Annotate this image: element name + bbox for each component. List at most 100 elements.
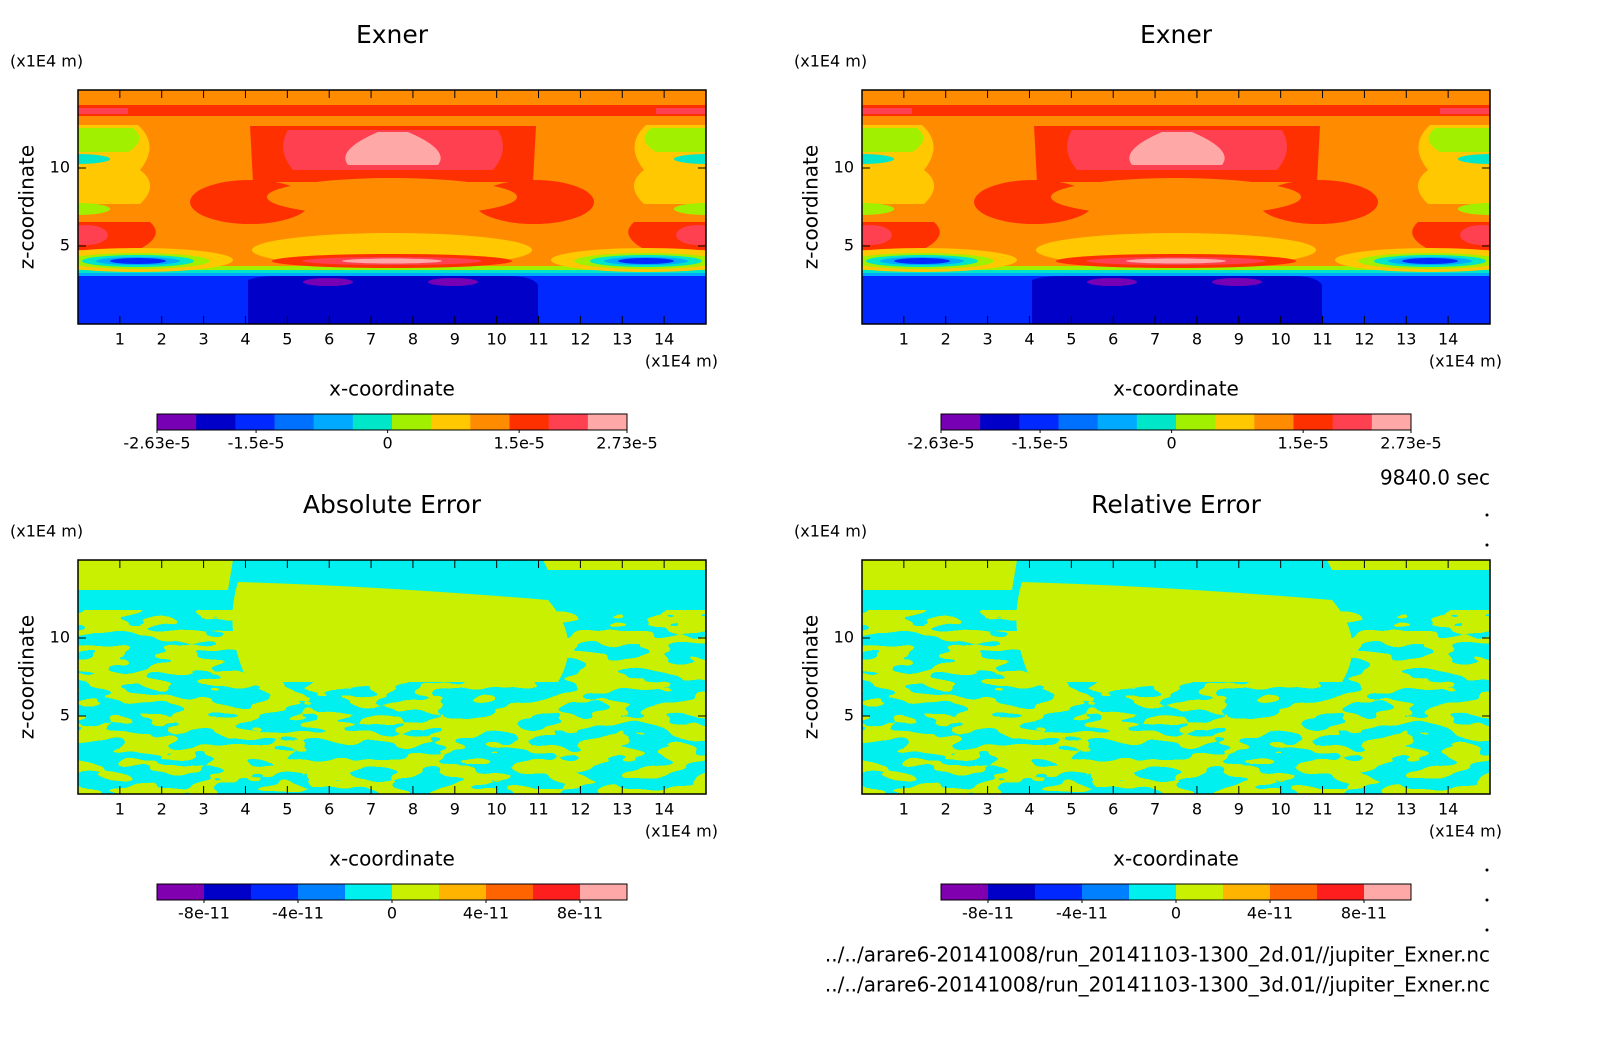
x-tick-label: 4 xyxy=(240,330,250,349)
chart-title: Exner xyxy=(1140,20,1213,49)
x-tick-label: 2 xyxy=(157,330,167,349)
x-tick-label: 8 xyxy=(408,330,418,349)
colorbar-swatch xyxy=(1364,884,1412,900)
panel: Relative Error(x1E4 m)1 2 3 4 5 6 7 8 9 10 11 12 13 1… xyxy=(794,490,1502,923)
colorbar-frame xyxy=(940,413,1412,431)
x-tick-label: 1 xyxy=(899,800,909,819)
x-tick-label: 9 xyxy=(450,800,460,819)
y-tick-label: 5 xyxy=(60,236,70,255)
colorbar-swatch xyxy=(157,414,197,430)
colorbar-swatch xyxy=(1129,884,1177,900)
x-tick-label: 7 xyxy=(1150,330,1160,349)
y-axis-label: z-coordinate xyxy=(799,615,823,739)
dot xyxy=(1485,868,1489,872)
colorbar-swatch xyxy=(1371,414,1412,430)
colorbar-swatch xyxy=(392,884,440,900)
x-unit: (x1E4 m) xyxy=(1429,352,1502,371)
x-tick-label: 8 xyxy=(1192,800,1202,819)
x-tick-label: 14 xyxy=(1438,330,1458,349)
colorbar-tick-label: 4e-11 xyxy=(1247,904,1293,923)
chart-title: Relative Error xyxy=(1091,490,1261,519)
x-tick-label: 11 xyxy=(528,330,548,349)
colorbar-swatch xyxy=(941,884,989,900)
colorbar-tick-label: 0 xyxy=(383,434,393,453)
x-tick-label: 7 xyxy=(366,800,376,819)
y-tick-label: 5 xyxy=(844,706,854,725)
panel: Absolute Error(x1E4 m)1 2 3 4 5 6 7 8 9 10 11 12 13 1… xyxy=(10,490,718,923)
colorbar-tick-label: -2.63e-5 xyxy=(907,434,974,453)
colorbar-swatch xyxy=(587,414,628,430)
x-tick-label: 1 xyxy=(899,330,909,349)
y-tick-label: 5 xyxy=(60,706,70,725)
x-tick-label: 14 xyxy=(1438,800,1458,819)
colorbar-tick-label: 1.5e-5 xyxy=(494,434,545,453)
file-path: ../../arare6-20141008/run_20141103-1300_… xyxy=(825,973,1490,997)
y-axis-label: z-coordinate xyxy=(15,615,39,739)
colorbar-tick-label: 4e-11 xyxy=(463,904,509,923)
y-tick-label: 10 xyxy=(50,158,70,177)
time-label: 9840.0 sec xyxy=(1380,466,1490,490)
y-tick-label: 10 xyxy=(834,158,854,177)
colorbar-tick-label: -2.63e-5 xyxy=(123,434,190,453)
colorbar-swatch xyxy=(1215,414,1255,430)
x-tick-label: 5 xyxy=(1066,800,1076,819)
colorbar-swatch xyxy=(157,884,205,900)
x-unit: (x1E4 m) xyxy=(645,822,718,841)
x-tick-label: 13 xyxy=(612,800,632,819)
colorbar-swatch xyxy=(980,414,1020,430)
x-tick-label: 10 xyxy=(1270,800,1290,819)
file-path: ../../arare6-20141008/run_20141103-1300_… xyxy=(825,943,1490,967)
colorbar-tick-label: 0 xyxy=(1171,904,1181,923)
colorbar-swatch xyxy=(1082,884,1130,900)
y-unit: (x1E4 m) xyxy=(10,52,83,71)
colorbar-tick-label: 8e-11 xyxy=(1341,904,1387,923)
colorbar-swatch xyxy=(988,884,1036,900)
x-axis-label: x-coordinate xyxy=(1113,377,1239,401)
colorbar-swatch xyxy=(1332,414,1373,430)
colorbar-tick-label: 0 xyxy=(387,904,397,923)
dot xyxy=(1485,543,1489,547)
x-tick-label: 2 xyxy=(941,800,951,819)
colorbar-swatch xyxy=(204,884,252,900)
x-axis-label: x-coordinate xyxy=(329,377,455,401)
x-tick-label: 12 xyxy=(1354,330,1374,349)
x-tick-label: 9 xyxy=(1234,330,1244,349)
y-unit: (x1E4 m) xyxy=(10,522,83,541)
x-tick-label: 6 xyxy=(324,800,334,819)
colorbar-swatch xyxy=(1270,884,1318,900)
contour-field xyxy=(43,90,741,324)
x-tick-label: 5 xyxy=(1066,330,1076,349)
x-tick-label: 5 xyxy=(282,330,292,349)
x-tick-label: 10 xyxy=(486,800,506,819)
x-tick-label: 2 xyxy=(941,330,951,349)
chart-title: Exner xyxy=(356,20,429,49)
x-tick-label: 6 xyxy=(324,330,334,349)
dot xyxy=(1485,928,1489,932)
y-tick-label: 10 xyxy=(834,628,854,647)
y-unit: (x1E4 m) xyxy=(794,52,867,71)
x-tick-label: 10 xyxy=(486,330,506,349)
colorbar-swatch xyxy=(345,884,393,900)
colorbar-tick-label: 0 xyxy=(1167,434,1177,453)
colorbar-swatch xyxy=(470,414,510,430)
x-tick-label: 12 xyxy=(570,330,590,349)
colorbar-tick-label: -4e-11 xyxy=(1056,904,1108,923)
colorbar-swatch xyxy=(941,414,981,430)
x-tick-label: 13 xyxy=(1396,800,1416,819)
x-tick-label: 4 xyxy=(1024,330,1034,349)
x-tick-label: 6 xyxy=(1108,330,1118,349)
colorbar-swatch xyxy=(274,414,315,430)
colorbar-frame xyxy=(156,413,628,431)
x-tick-label: 2 xyxy=(157,800,167,819)
x-tick-label: 3 xyxy=(983,800,993,819)
x-tick-label: 4 xyxy=(1024,800,1034,819)
colorbar-tick-label: 1.5e-5 xyxy=(1278,434,1329,453)
colorbar-swatch xyxy=(1254,414,1294,430)
x-tick-label: 3 xyxy=(983,330,993,349)
x-tick-label: 9 xyxy=(450,330,460,349)
x-tick-label: 11 xyxy=(1312,330,1332,349)
colorbar-tick-label: -8e-11 xyxy=(962,904,1014,923)
colorbar-swatch xyxy=(1097,414,1138,430)
colorbar-tick-label: -1.5e-5 xyxy=(228,434,285,453)
